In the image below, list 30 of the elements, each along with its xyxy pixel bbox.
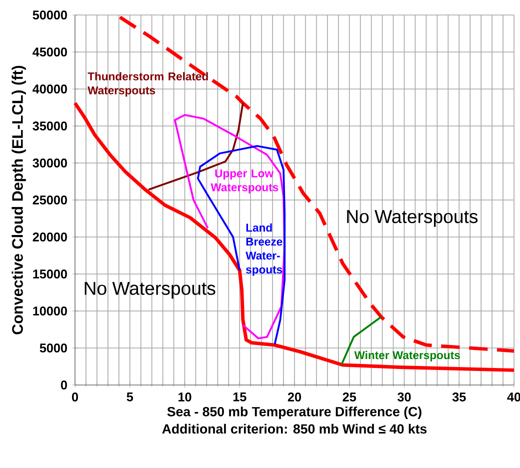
series-label: Winter Waterspouts	[354, 350, 460, 362]
y-tick-label: 35000	[32, 122, 67, 130]
x-tick-label: 5	[126, 392, 134, 402]
y-tick-label: 20000	[32, 232, 67, 242]
text: Thunderstorm Related Waterspouts	[88, 72, 208, 97]
y-tick-label: 50000	[32, 10, 67, 20]
annotation: No Waterspouts	[84, 282, 216, 299]
y-tick-label: 25000	[32, 196, 67, 204]
x-tick-label: 30	[398, 392, 411, 402]
y-axis-title: Convective Cloud Depth (EL-LCL) (ft)	[12, 66, 26, 334]
y-tick-label: 45000	[32, 48, 67, 56]
y-tick-label: 0	[60, 380, 67, 390]
annotation: No Waterspouts	[347, 210, 478, 227]
x-tick-label: 35	[452, 392, 466, 402]
y-tick-label: 10000	[33, 306, 67, 316]
series-label: Upper Low Waterspouts	[210, 169, 278, 194]
y-tick-label: 15000	[33, 270, 67, 278]
y-tick-label: 5000	[40, 344, 67, 352]
series-label: Land Breeze Water-spouts	[246, 223, 282, 276]
x-tick-label: 20	[288, 392, 301, 402]
x-tick-label: 40	[507, 392, 520, 402]
line-series	[73, 101, 516, 372]
x-tick-label: 0	[72, 392, 78, 402]
text: Additional criterion: 850 mb Wind ≤ 40 kts	[162, 424, 427, 434]
x-tick-label: 10	[178, 392, 192, 402]
y-tick-label: 40000	[32, 84, 67, 94]
x-axis-title: Sea - 850 mb Temperature Difference (C)	[167, 406, 422, 419]
x-tick-label: 15	[233, 392, 246, 402]
y-tick-label: 30000	[32, 158, 67, 168]
x-tick-label: 25	[342, 392, 356, 402]
